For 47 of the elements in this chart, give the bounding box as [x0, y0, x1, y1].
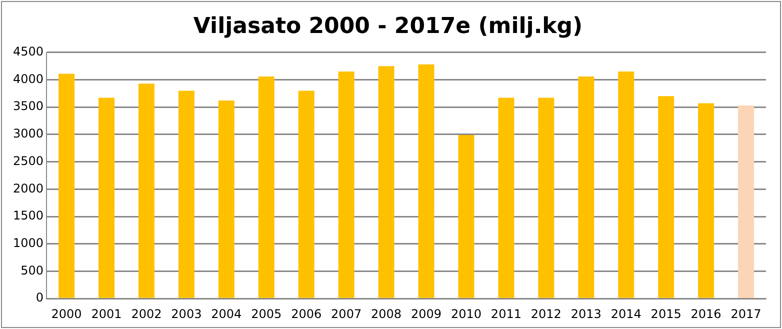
bar — [418, 64, 434, 298]
bar — [178, 90, 194, 298]
x-tick-label: 2003 — [171, 306, 202, 321]
x-tick-label: 2004 — [211, 306, 242, 321]
y-tick-label: 1500 — [12, 208, 44, 223]
chart-title: Viljasato 2000 - 2017e (milj.kg) — [193, 14, 583, 39]
x-tick-label: 2005 — [251, 306, 282, 321]
x-tick-label: 2013 — [570, 306, 602, 321]
bar — [738, 105, 754, 298]
x-tick-label: 2008 — [371, 306, 402, 321]
x-tick-label: 2001 — [91, 306, 122, 321]
y-tick-label: 1000 — [12, 236, 44, 250]
x-tick-label: 2006 — [291, 306, 322, 321]
x-tick-label: 2012 — [530, 306, 562, 321]
y-tick-label: 2000 — [12, 181, 44, 196]
x-tick-label: 2015 — [650, 306, 682, 321]
bar — [658, 96, 674, 298]
y-tick-label: 4000 — [12, 72, 44, 86]
x-tick-label: 2014 — [610, 306, 642, 321]
bar — [338, 72, 354, 298]
bar — [538, 98, 554, 298]
bar — [578, 76, 594, 298]
bar — [498, 98, 514, 298]
x-tick-label: 2017 — [730, 306, 762, 321]
x-tick-label: 2009 — [410, 306, 442, 321]
bar — [698, 103, 714, 298]
x-tick-label: 2007 — [331, 306, 362, 321]
y-tick-label: 500 — [20, 263, 44, 278]
y-tick-label: 2500 — [12, 154, 44, 168]
bar — [458, 135, 474, 298]
x-tick-label: 2000 — [51, 306, 82, 321]
bar — [298, 90, 314, 298]
y-tick-label: 3500 — [12, 99, 44, 114]
bar — [98, 98, 114, 298]
x-tick-label: 2016 — [690, 306, 722, 321]
y-tick-label: 4500 — [12, 44, 44, 59]
bar — [378, 66, 394, 298]
bar — [258, 76, 274, 298]
bar — [618, 72, 634, 298]
x-tick-label: 2011 — [490, 306, 522, 321]
bar — [58, 74, 75, 298]
x-tick-label: 2002 — [131, 306, 162, 321]
y-tick-label: 3000 — [12, 126, 44, 141]
bar — [138, 84, 154, 298]
y-tick-label: 0 — [36, 290, 44, 305]
bar — [218, 100, 234, 298]
x-tick-label: 2010 — [450, 306, 482, 321]
